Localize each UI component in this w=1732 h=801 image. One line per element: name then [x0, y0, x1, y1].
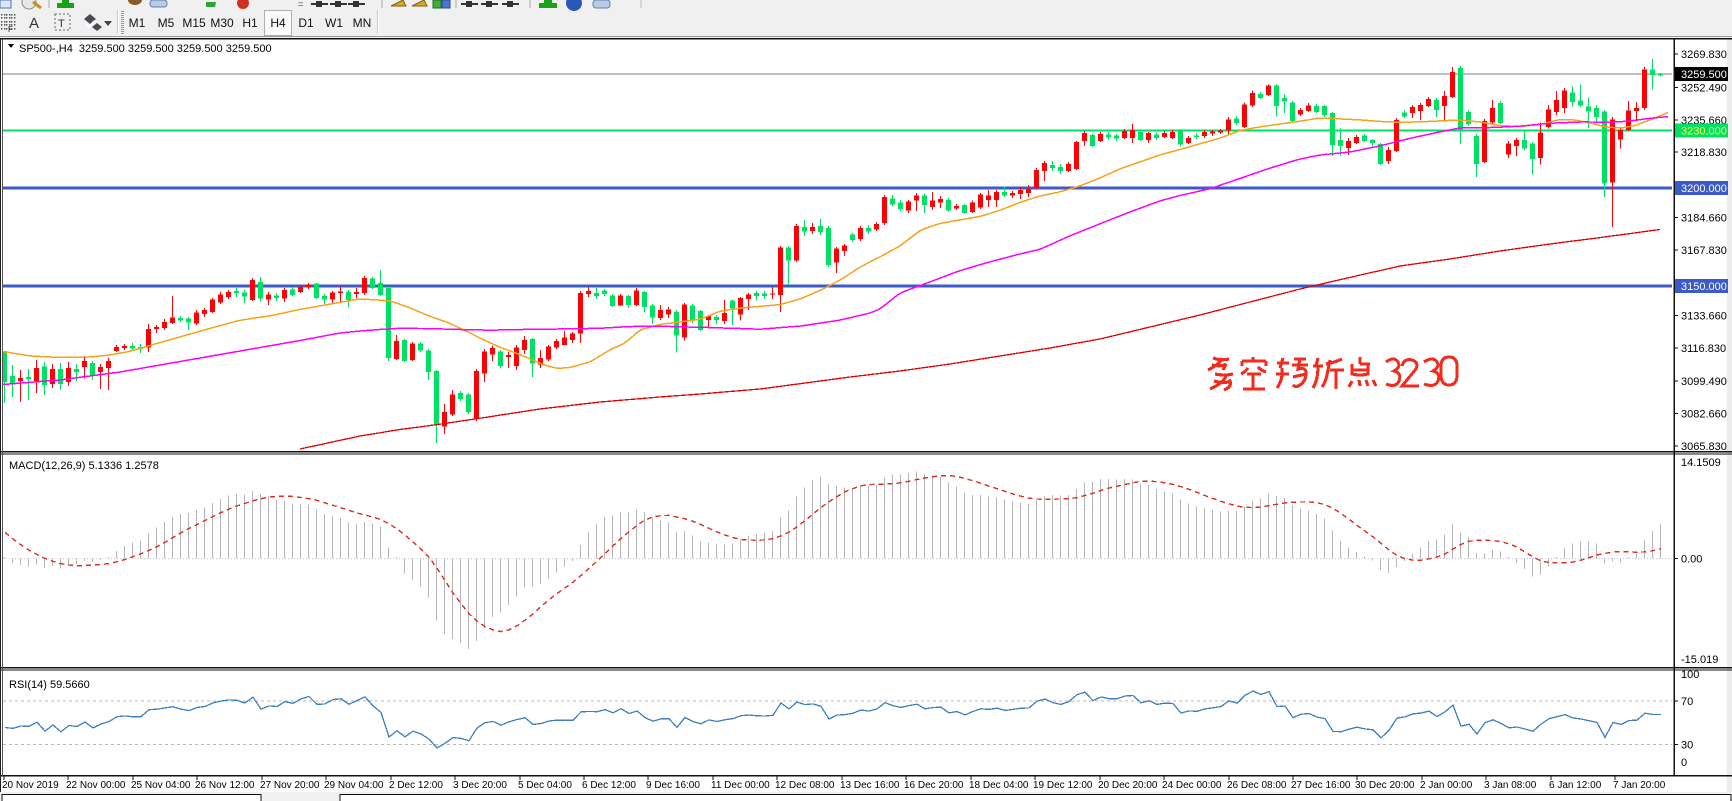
- svg-text:18 Dec 04:00: 18 Dec 04:00: [969, 780, 1029, 791]
- svg-text:T: T: [58, 18, 65, 30]
- svg-text:2 Jan 00:00: 2 Jan 00:00: [1420, 780, 1473, 791]
- svg-text:M5: M5: [158, 16, 175, 30]
- svg-text:3 Dec 20:00: 3 Dec 20:00: [453, 780, 507, 791]
- svg-text:3082.660: 3082.660: [1681, 409, 1727, 421]
- svg-text:=: =: [298, 0, 303, 9]
- svg-text:3184.660: 3184.660: [1681, 213, 1727, 225]
- svg-text:30: 30: [1681, 740, 1693, 752]
- svg-text:7 Jan 20:00: 7 Jan 20:00: [1613, 780, 1666, 791]
- svg-text:14.1509: 14.1509: [1681, 457, 1721, 469]
- svg-text:3 Jan 08:00: 3 Jan 08:00: [1484, 780, 1537, 791]
- svg-text:3218.830: 3218.830: [1681, 147, 1727, 159]
- svg-text:13 Dec 16:00: 13 Dec 16:00: [840, 780, 900, 791]
- svg-text:25 Nov 04:00: 25 Nov 04:00: [131, 780, 191, 791]
- svg-text:26 Dec 08:00: 26 Dec 08:00: [1227, 780, 1287, 791]
- svg-text:M30: M30: [210, 16, 234, 30]
- svg-text:100: 100: [1681, 669, 1699, 681]
- svg-text:D1: D1: [298, 16, 314, 30]
- svg-text:W1: W1: [325, 16, 343, 30]
- svg-text:6 Jan 12:00: 6 Jan 12:00: [1549, 780, 1602, 791]
- svg-text:H1: H1: [242, 16, 258, 30]
- svg-text:19 Dec 12:00: 19 Dec 12:00: [1033, 780, 1093, 791]
- svg-text:3116.830: 3116.830: [1681, 343, 1726, 355]
- svg-text:27 Nov 20:00: 27 Nov 20:00: [260, 780, 320, 791]
- svg-text:3150.000: 3150.000: [1681, 281, 1727, 293]
- svg-text:22 Nov 00:00: 22 Nov 00:00: [66, 780, 126, 791]
- svg-text:29 Nov 04:00: 29 Nov 04:00: [324, 780, 384, 791]
- svg-text:12 Dec 08:00: 12 Dec 08:00: [775, 780, 835, 791]
- svg-text:3099.490: 3099.490: [1681, 376, 1727, 388]
- svg-text:SP500-,H4 3259.500 3259.500 3: SP500-,H4 3259.500 3259.500 3259.500 325…: [19, 43, 272, 55]
- svg-text:3269.830: 3269.830: [1681, 49, 1727, 61]
- svg-text:9 Dec 16:00: 9 Dec 16:00: [646, 780, 700, 791]
- svg-text:3065.830: 3065.830: [1681, 441, 1727, 453]
- svg-text:30 Dec 20:00: 30 Dec 20:00: [1355, 780, 1415, 791]
- svg-text:3200.000: 3200.000: [1681, 183, 1727, 195]
- svg-text:3259.500: 3259.500: [1681, 69, 1727, 81]
- svg-text:RSI(14) 59.5660: RSI(14) 59.5660: [9, 679, 90, 691]
- svg-text:20 Nov 2019: 20 Nov 2019: [2, 780, 59, 791]
- svg-text:H4: H4: [270, 16, 286, 30]
- svg-text:A: A: [29, 15, 39, 32]
- svg-text:M15: M15: [182, 16, 206, 30]
- svg-text:M1: M1: [129, 16, 146, 30]
- svg-text:16 Dec 20:00: 16 Dec 20:00: [904, 780, 964, 791]
- svg-text:11 Dec 00:00: 11 Dec 00:00: [711, 780, 770, 791]
- svg-text:3167.830: 3167.830: [1681, 245, 1727, 257]
- svg-text:MACD(12,26,9) 5.1336 1.2578: MACD(12,26,9) 5.1336 1.2578: [9, 460, 159, 472]
- svg-text:3230.000: 3230.000: [1681, 126, 1727, 138]
- svg-text:3133.660: 3133.660: [1681, 311, 1727, 323]
- svg-text:6 Dec 12:00: 6 Dec 12:00: [582, 780, 636, 791]
- svg-text:24 Dec 00:00: 24 Dec 00:00: [1162, 780, 1222, 791]
- svg-text:27 Dec 16:00: 27 Dec 16:00: [1291, 780, 1351, 791]
- svg-text:-15.019: -15.019: [1681, 654, 1718, 666]
- svg-text:20 Dec 20:00: 20 Dec 20:00: [1098, 780, 1158, 791]
- svg-text:2 Dec 12:00: 2 Dec 12:00: [389, 780, 443, 791]
- svg-text:0.00: 0.00: [1681, 554, 1702, 566]
- svg-text:3252.490: 3252.490: [1681, 83, 1727, 95]
- svg-text:70: 70: [1681, 696, 1693, 708]
- svg-text:MN: MN: [353, 16, 372, 30]
- svg-text:26 Nov 12:00: 26 Nov 12:00: [195, 780, 255, 791]
- svg-text:F: F: [8, 25, 13, 34]
- svg-text:5 Dec 04:00: 5 Dec 04:00: [518, 780, 572, 791]
- svg-text:0: 0: [1681, 757, 1687, 769]
